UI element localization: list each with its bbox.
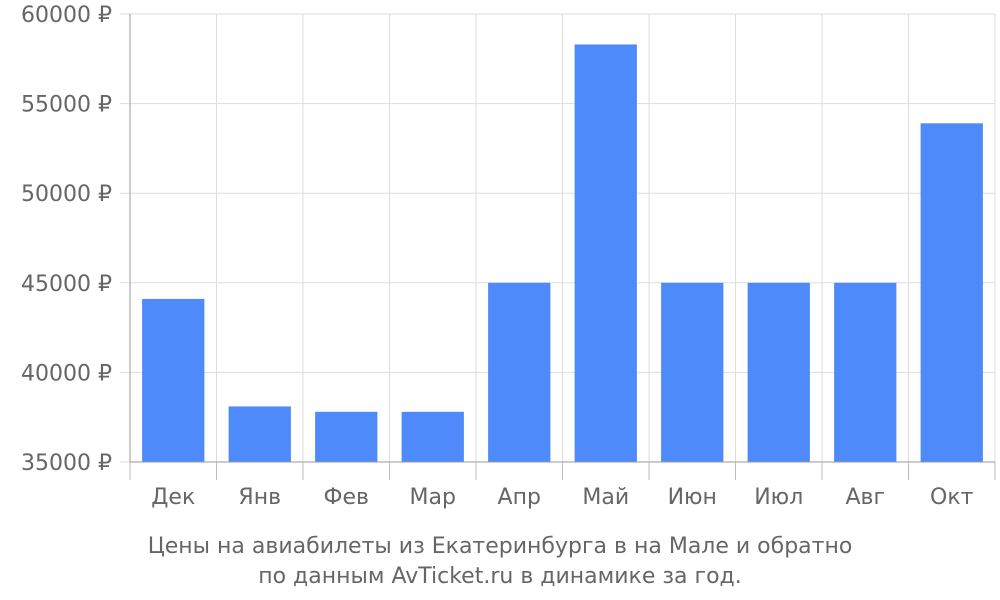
y-tick-label: 40000 ₽ (21, 361, 112, 386)
chart-caption-line2: по данным AvTicket.ru в динамике за год. (258, 564, 742, 589)
bar-5 (488, 282, 551, 462)
chart-caption-line1: Цены на авиабилеты из Екатеринбурга в на… (147, 534, 853, 559)
bar-4 (401, 411, 464, 462)
y-tick-label: 50000 ₽ (21, 182, 112, 207)
y-tick-label: 35000 ₽ (21, 451, 112, 476)
bar-1 (142, 298, 205, 462)
x-tick-label: Мар (410, 485, 456, 510)
bar-7 (661, 282, 724, 462)
bar-3 (315, 411, 378, 462)
bar-6 (574, 44, 637, 463)
y-tick-label: 45000 ₽ (21, 272, 112, 297)
y-tick-label: 60000 ₽ (21, 3, 112, 28)
bar-9 (834, 282, 897, 462)
y-tick-label: 55000 ₽ (21, 93, 112, 118)
x-tick-label: Дек (151, 485, 195, 510)
x-tick-label: Авг (845, 485, 885, 510)
x-tick-label: Май (582, 485, 629, 510)
x-tick-label: Фев (324, 485, 369, 510)
x-tick-label: Июн (668, 485, 717, 510)
bar-2 (228, 406, 291, 462)
x-tick-label: Окт (930, 485, 974, 510)
x-tick-label: Апр (498, 485, 541, 510)
x-tick-label: Июл (754, 485, 803, 510)
bar-8 (747, 282, 810, 462)
bar-chart: 35000 ₽ 40000 ₽ 45000 ₽ 50000 ₽ 55000 ₽ 60000… (21, 3, 996, 510)
x-tick-label: Янв (238, 485, 281, 510)
bar-10 (920, 123, 983, 462)
